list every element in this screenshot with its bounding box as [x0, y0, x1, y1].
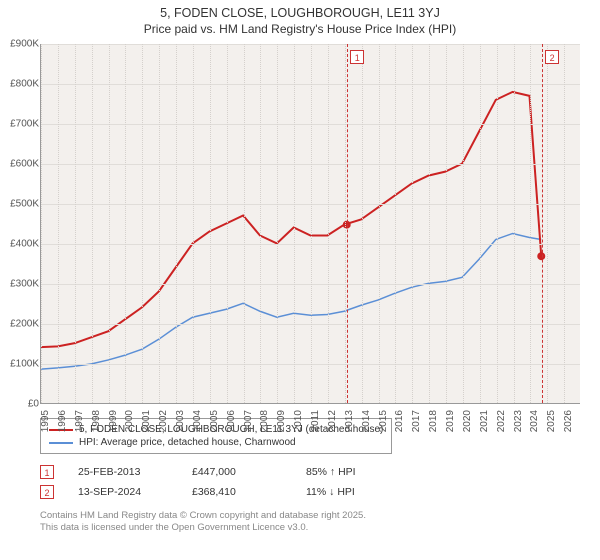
legend-row: HPI: Average price, detached house, Char…	[49, 436, 383, 449]
y-tick-label: £500K	[10, 199, 39, 210]
footer: Contains HM Land Registry data © Crown c…	[40, 510, 600, 535]
transaction-marker: 2	[40, 485, 54, 499]
x-tick-label: 2006	[226, 410, 237, 432]
chart-area: £0£100K£200K£300K£400K£500K£600K£700K£80…	[40, 44, 580, 404]
x-tick-label: 1997	[74, 410, 85, 432]
y-tick-label: £100K	[10, 359, 39, 370]
footer-line1: Contains HM Land Registry data © Crown c…	[40, 510, 600, 522]
y-tick-label: £800K	[10, 79, 39, 90]
transaction-marker: 1	[40, 465, 54, 479]
x-tick-label: 2021	[479, 410, 490, 432]
x-tick-label: 2016	[394, 410, 405, 432]
marker-badge: 1	[350, 50, 364, 64]
x-tick-label: 1999	[108, 410, 119, 432]
x-tick-label: 2014	[361, 410, 372, 432]
transaction-delta: 85% ↑ HPI	[306, 466, 396, 478]
transaction-row: 2 13-SEP-2024 £368,410 11% ↓ HPI	[40, 482, 600, 502]
x-tick-label: 2004	[192, 410, 203, 432]
x-tick-label: 2018	[428, 410, 439, 432]
x-tick-label: 1998	[91, 410, 102, 432]
x-tick-label: 2017	[411, 410, 422, 432]
transaction-row: 1 25-FEB-2013 £447,000 85% ↑ HPI	[40, 462, 600, 482]
x-tick-label: 2009	[276, 410, 287, 432]
transaction-price: £447,000	[192, 466, 282, 478]
transactions-table: 1 25-FEB-2013 £447,000 85% ↑ HPI 2 13-SEP-202…	[40, 462, 600, 502]
y-axis-labels: £0£100K£200K£300K£400K£500K£600K£700K£80…	[1, 44, 41, 403]
x-tick-label: 1995	[40, 410, 51, 432]
y-tick-label: £200K	[10, 319, 39, 330]
legend-label: HPI: Average price, detached house, Char…	[79, 437, 296, 448]
title-block: 5, FODEN CLOSE, LOUGHBOROUGH, LE11 3YJ P…	[0, 0, 600, 36]
x-tick-label: 2020	[462, 410, 473, 432]
y-tick-label: £0	[28, 399, 39, 410]
transaction-date: 13-SEP-2024	[78, 486, 168, 498]
title-sub: Price paid vs. HM Land Registry's House …	[0, 22, 600, 36]
x-tick-label: 2010	[293, 410, 304, 432]
x-tick-label: 2003	[175, 410, 186, 432]
y-tick-label: £600K	[10, 159, 39, 170]
x-tick-label: 2011	[310, 410, 321, 432]
x-tick-label: 2002	[158, 410, 169, 432]
footer-line2: This data is licensed under the Open Gov…	[40, 522, 600, 534]
x-tick-label: 2015	[378, 410, 389, 432]
chart-container: 5, FODEN CLOSE, LOUGHBOROUGH, LE11 3YJ P…	[0, 0, 600, 560]
x-tick-label: 1996	[57, 410, 68, 432]
x-tick-label: 2022	[496, 410, 507, 432]
x-tick-label: 2026	[563, 410, 574, 432]
transaction-delta: 11% ↓ HPI	[306, 486, 396, 498]
x-tick-label: 2008	[259, 410, 270, 432]
x-tick-label: 2005	[209, 410, 220, 432]
y-tick-label: £700K	[10, 119, 39, 130]
x-tick-label: 2007	[243, 410, 254, 432]
legend-swatch	[49, 442, 73, 444]
title-main: 5, FODEN CLOSE, LOUGHBOROUGH, LE11 3YJ	[0, 6, 600, 20]
x-tick-label: 2013	[344, 410, 355, 432]
transaction-price: £368,410	[192, 486, 282, 498]
y-tick-label: £400K	[10, 239, 39, 250]
x-tick-label: 2023	[513, 410, 524, 432]
x-tick-label: 2012	[327, 410, 338, 432]
marker-badge: 2	[545, 50, 559, 64]
x-tick-label: 2025	[546, 410, 557, 432]
x-tick-label: 2001	[141, 410, 152, 432]
x-tick-label: 2019	[445, 410, 456, 432]
x-tick-label: 2000	[124, 410, 135, 432]
x-tick-label: 2024	[529, 410, 540, 432]
transaction-date: 25-FEB-2013	[78, 466, 168, 478]
y-tick-label: £900K	[10, 39, 39, 50]
y-tick-label: £300K	[10, 279, 39, 290]
